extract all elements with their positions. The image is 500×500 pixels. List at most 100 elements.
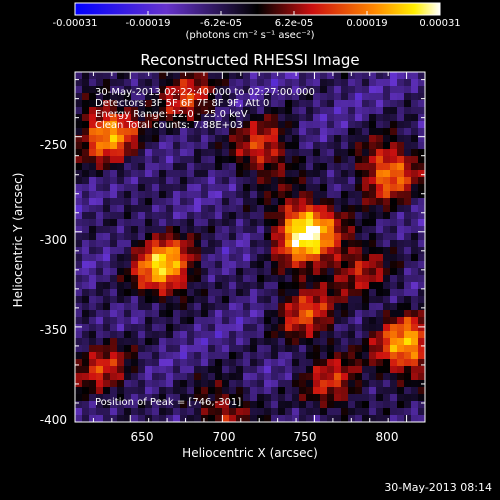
heatmap-cell	[89, 317, 97, 325]
heatmap-cell	[418, 79, 426, 87]
heatmap-cell	[306, 79, 314, 87]
heatmap-cell	[278, 149, 286, 157]
heatmap-cell	[166, 128, 174, 136]
heatmap-cell	[194, 198, 202, 206]
heatmap-cell	[173, 128, 181, 136]
heatmap-cell	[362, 114, 370, 122]
heatmap-cell	[285, 240, 293, 248]
heatmap-cell	[320, 401, 328, 409]
heatmap-cell	[327, 86, 335, 94]
heatmap-cell	[96, 359, 104, 367]
heatmap-cell	[411, 240, 419, 248]
heatmap-cell	[285, 142, 293, 150]
heatmap-cell	[257, 177, 265, 185]
heatmap-cell	[390, 401, 398, 409]
heatmap-cell	[341, 212, 349, 220]
heatmap-cell	[96, 303, 104, 311]
heatmap-cell	[124, 275, 132, 283]
heatmap-cell	[299, 282, 307, 290]
heatmap-cell	[180, 163, 188, 171]
heatmap-cell	[285, 282, 293, 290]
heatmap-cell	[313, 121, 321, 129]
heatmap-cell	[215, 121, 223, 129]
heatmap-cell	[180, 254, 188, 262]
heatmap-cell	[369, 261, 377, 269]
heatmap-cell	[271, 93, 279, 101]
heatmap-cell	[194, 149, 202, 157]
heatmap-cell	[159, 387, 167, 395]
heatmap-cell	[390, 170, 398, 178]
heatmap-cell	[75, 345, 83, 353]
heatmap-cell	[152, 394, 160, 402]
heatmap-cell	[341, 128, 349, 136]
heatmap-cell	[362, 219, 370, 227]
heatmap-cell	[278, 303, 286, 311]
heatmap-cell	[166, 107, 174, 115]
heatmap-cell	[397, 219, 405, 227]
heatmap-cell	[208, 233, 216, 241]
heatmap-cell	[180, 401, 188, 409]
heatmap-cell	[159, 219, 167, 227]
heatmap-cell	[180, 268, 188, 276]
heatmap-cell	[194, 107, 202, 115]
heatmap-cell	[145, 324, 153, 332]
heatmap-cell	[264, 359, 272, 367]
heatmap-cell	[138, 303, 146, 311]
heatmap-cell	[152, 240, 160, 248]
heatmap-cell	[124, 324, 132, 332]
heatmap-cell	[180, 275, 188, 283]
heatmap-cell	[299, 415, 307, 423]
heatmap-cell	[208, 247, 216, 255]
heatmap-cell	[299, 191, 307, 199]
heatmap-cell	[166, 324, 174, 332]
heatmap-cell	[103, 317, 111, 325]
heatmap-cell	[341, 317, 349, 325]
heatmap-cell	[341, 324, 349, 332]
heatmap-cell	[341, 219, 349, 227]
heatmap-cell	[257, 198, 265, 206]
heatmap-cell	[411, 289, 419, 297]
heatmap-cell	[208, 198, 216, 206]
heatmap-cell	[404, 205, 412, 213]
heatmap-cell	[369, 114, 377, 122]
heatmap-cell	[159, 247, 167, 255]
heatmap-cell	[362, 177, 370, 185]
heatmap-cell	[215, 408, 223, 416]
heatmap-cell	[376, 226, 384, 234]
heatmap-cell	[320, 240, 328, 248]
heatmap-cell	[243, 226, 251, 234]
heatmap-cell	[292, 79, 300, 87]
heatmap-cell	[257, 233, 265, 241]
heatmap-cell	[278, 128, 286, 136]
heatmap-cell	[271, 156, 279, 164]
heatmap-cell	[159, 275, 167, 283]
colorbar-tick-label: 0.00019	[346, 18, 388, 29]
heatmap-cell	[271, 142, 279, 150]
heatmap-cell	[257, 107, 265, 115]
heatmap-cell	[390, 107, 398, 115]
heatmap-cell	[348, 338, 356, 346]
heatmap-cell	[418, 219, 426, 227]
heatmap-cell	[124, 163, 132, 171]
heatmap-cell	[173, 303, 181, 311]
heatmap-cell	[201, 352, 209, 360]
heatmap-cell	[180, 205, 188, 213]
heatmap-cell	[89, 380, 97, 388]
heatmap-cell	[138, 380, 146, 388]
heatmap-cell	[355, 135, 363, 143]
heatmap-cell	[243, 254, 251, 262]
heatmap-cell	[173, 331, 181, 339]
heatmap-cell	[173, 212, 181, 220]
heatmap-cell	[257, 324, 265, 332]
heatmap-cell	[215, 338, 223, 346]
heatmap-cell	[201, 282, 209, 290]
heatmap-cell	[306, 394, 314, 402]
heatmap-cell	[306, 387, 314, 395]
heatmap-cell	[201, 100, 209, 108]
heatmap-cell	[418, 338, 426, 346]
heatmap-cell	[334, 107, 342, 115]
heatmap-cell	[82, 303, 90, 311]
heatmap-cell	[404, 261, 412, 269]
heatmap-cell	[313, 289, 321, 297]
heatmap-cell	[208, 135, 216, 143]
